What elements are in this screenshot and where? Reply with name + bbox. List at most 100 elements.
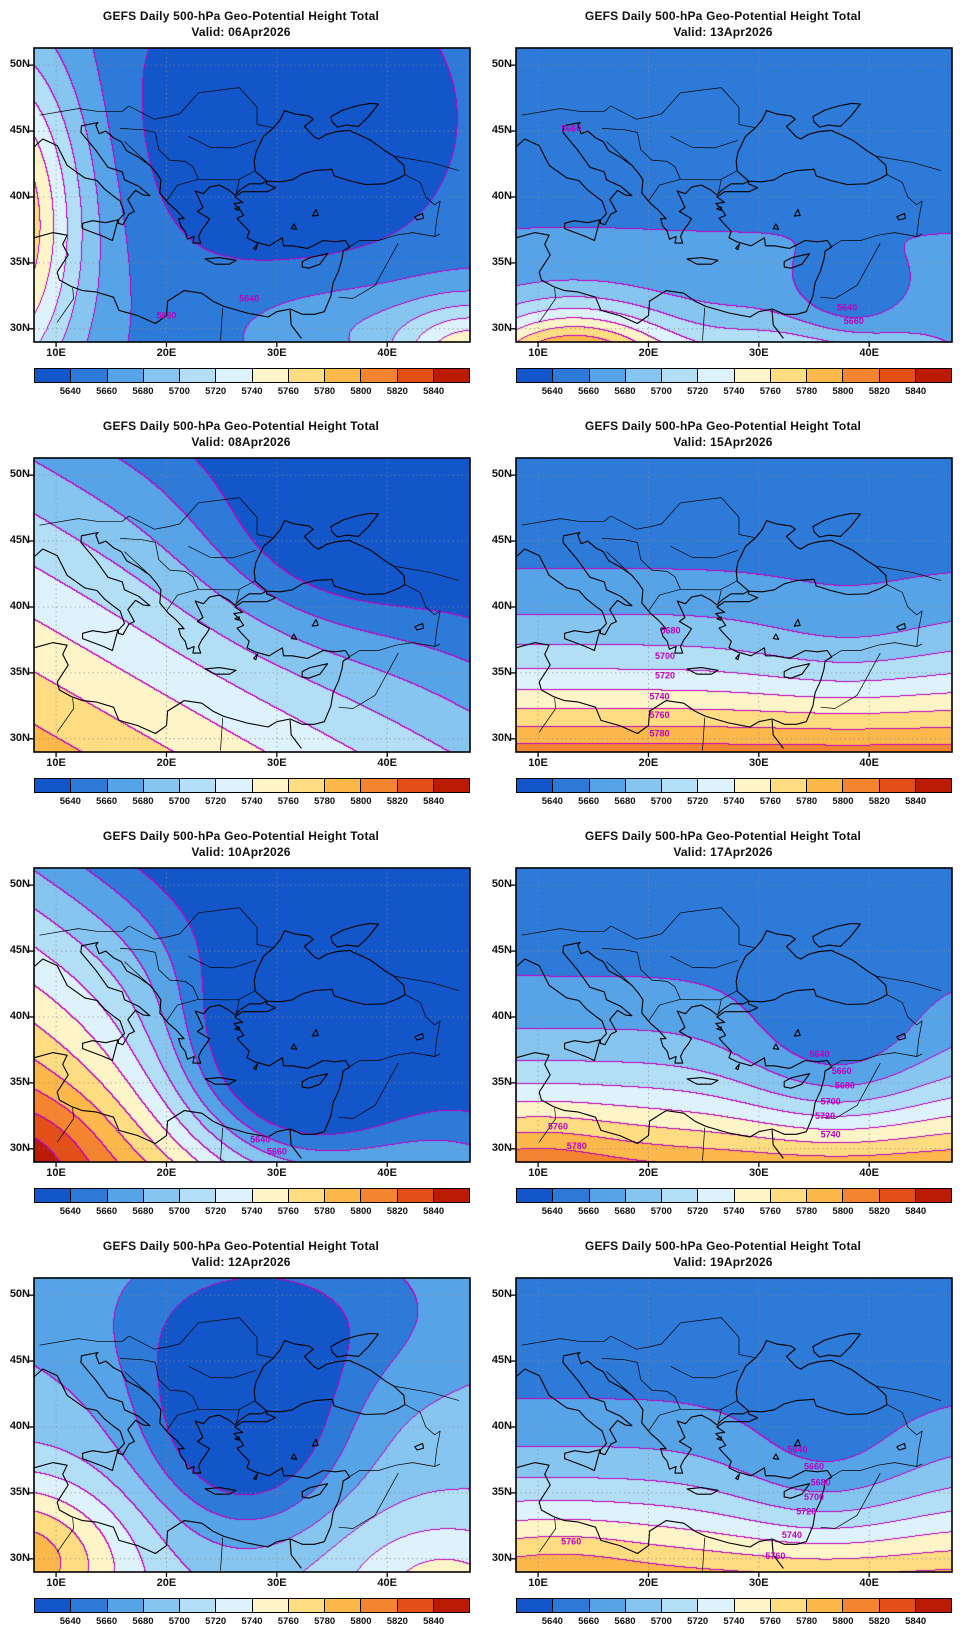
country-border-path [404,994,441,1026]
country-border-path [39,925,130,936]
lon-tick-label: 10E [528,347,548,359]
colorbar-label: 5640 [541,1616,563,1627]
coastline-path [311,1028,319,1037]
lat-tick-label: 50N [9,468,30,481]
country-border-path [637,132,681,180]
map-frame [33,47,471,343]
coastline-path [716,206,722,211]
country-border-path [602,1358,638,1363]
colorbar-cell [915,369,951,382]
country-border-path [198,1317,274,1359]
country-border-path [886,174,923,206]
coastline-path [686,1077,719,1085]
colorbar-label: 5700 [168,796,190,807]
country-border-path [670,545,739,559]
country-border-path [916,200,923,237]
country-border-path [338,1062,399,1119]
country-border-path [198,87,274,129]
country-border-path [606,1371,633,1396]
coastline-path [82,219,119,242]
coastline-path [515,531,633,636]
country-border-path [886,994,923,1026]
coastline-path [289,1539,302,1569]
country-border-path [916,1430,923,1467]
coastline-path [735,1340,888,1416]
colorbar-cell [35,369,72,382]
lat-tick-label: 50N [491,468,512,481]
country-border-path [393,1385,460,1401]
colorbar-label: 5700 [168,1206,190,1217]
lat-tick-label: 40N [491,1009,512,1022]
forecast-panel-19Apr2026: GEFS Daily 500-hPa Geo-Potential Height … [482,1230,964,1640]
country-border-path [155,1362,199,1410]
country-border-path [820,242,881,299]
colorbar [34,778,470,793]
lat-tick-label: 50N [9,1288,30,1301]
lat-tick-label: 35N [9,1485,30,1498]
country-border-path [235,589,240,605]
colorbar-cell [625,369,662,382]
lat-tick-label: 45N [9,944,30,957]
colorbar-label: 5820 [868,796,890,807]
lat-tick-label: 45N [9,534,30,547]
colorbar-label: 5780 [314,1206,336,1217]
lat-tick-label: 40N [491,189,512,202]
country-border-path [680,907,756,949]
coastline-path [735,243,741,251]
coastline-path [793,1438,801,1447]
colorbar-cell [325,1599,362,1612]
coastline-path [289,309,302,339]
colorbar-cell [734,1189,771,1202]
colorbar-cell [662,369,699,382]
country-border-path [393,565,460,581]
contour-label: 5760 [649,710,669,720]
contour-label: 5720 [655,671,675,681]
country-border-path [886,1404,923,1436]
country-border-path [155,542,199,590]
colorbar-label: 5780 [314,796,336,807]
colorbar-label: 5800 [350,1206,372,1217]
colorbar-cell [433,1599,469,1612]
country-border-path [602,948,638,953]
colorbar-cell [843,369,880,382]
colorbar-label: 5840 [423,796,445,807]
lon-tick-label: 10E [46,1167,66,1179]
colorbar-label: 5740 [723,1616,745,1627]
country-border-path [637,952,681,1000]
country-border-path [824,1462,923,1482]
country-border-path [717,999,722,1015]
colorbar-label: 5840 [423,386,445,397]
country-border-path [393,155,460,171]
coastline-path [771,309,784,339]
contour-label: 5660 [156,311,176,321]
lon-tick-label: 40E [377,347,397,359]
panel-title: GEFS Daily 500-hPa Geo-Potential Height … [584,419,862,433]
height-field-canvas [516,458,952,752]
country-border-path [220,307,224,341]
map-area: 5640 5660 5680 5700 5720 5740 5760 5760 30N 35N 40… [492,1277,953,1589]
colorbar-label: 5760 [277,1616,299,1627]
coastline-path [33,180,351,325]
lon-tick-label: 10E [528,757,548,769]
valid-date-label: Valid: 19Apr2026 [673,1255,773,1269]
lon-tick-label: 40E [859,347,879,359]
coastline-path [771,719,784,749]
panel-title: GEFS Daily 500-hPa Geo-Potential Height … [584,829,862,843]
country-border-path [538,1107,557,1143]
country-border-path [680,497,756,539]
colorbar-label: 5700 [650,1206,672,1217]
colorbar-cell [517,1599,554,1612]
colorbar-label: 5740 [241,1616,263,1627]
colorbar-label: 5800 [832,796,854,807]
coastline-path [515,121,633,226]
country-border-path [521,925,612,936]
coastline-path [812,512,861,538]
lat-tick-label: 30N [491,1141,512,1154]
colorbar-label: 5820 [386,1206,408,1217]
colorbar-cell [397,779,434,792]
coastline-path [290,223,298,230]
colorbar-label: 5660 [96,1616,118,1627]
colorbar-labels: 5640 5660 5680 5700 5720 5740 5760 5780 5800 5820… [34,386,470,398]
